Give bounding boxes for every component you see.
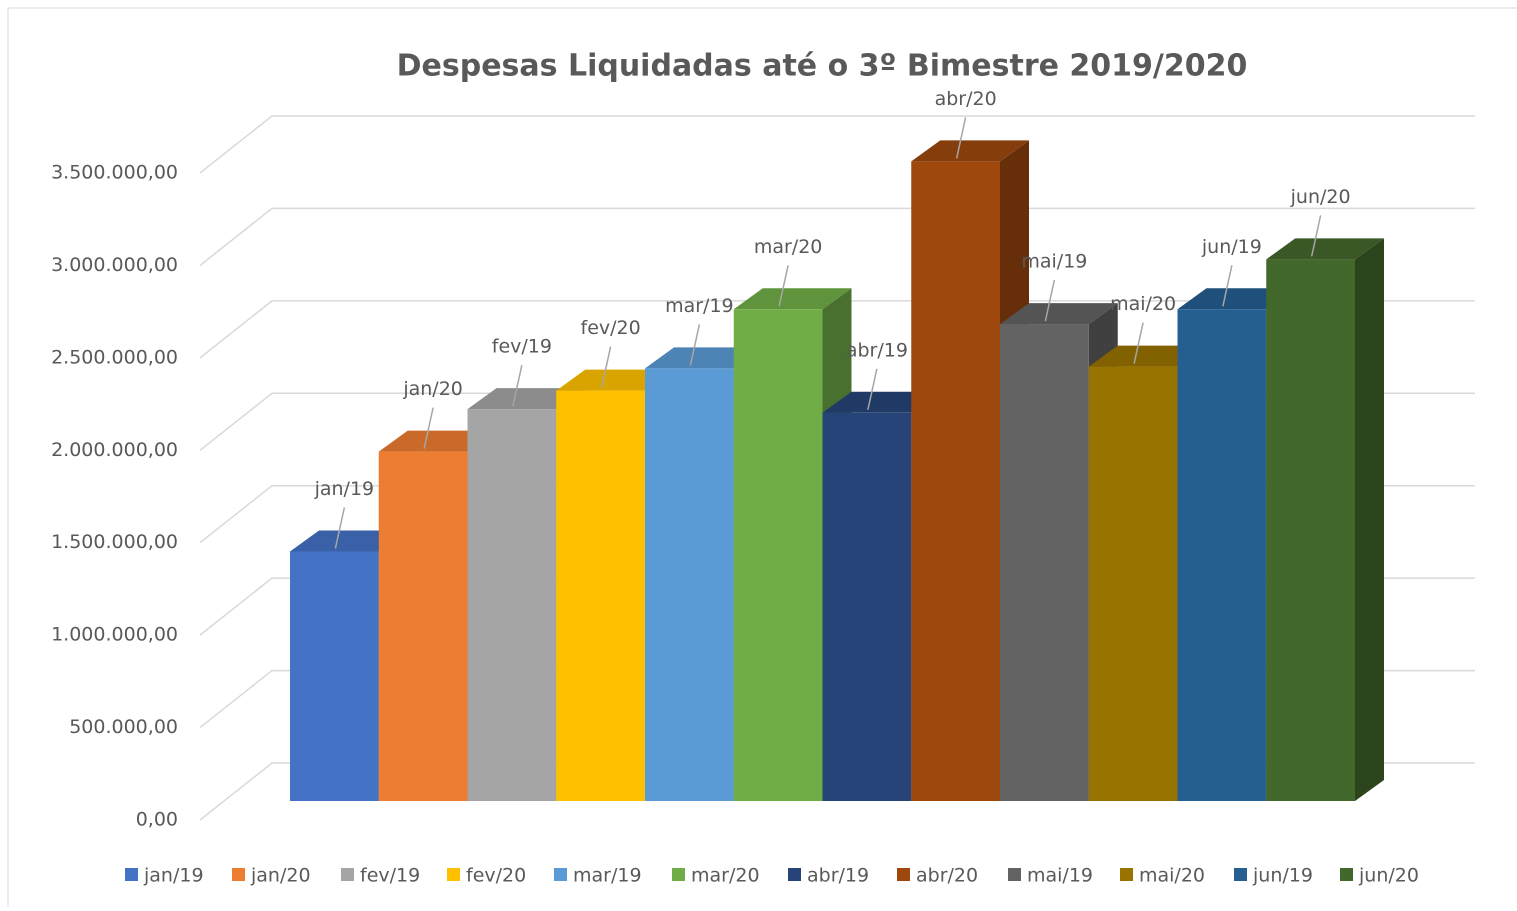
legend-swatch: [341, 868, 354, 881]
leader-line: [512, 364, 523, 407]
bar-top: [1000, 303, 1118, 325]
leader-line: [1133, 322, 1144, 364]
bar: [822, 412, 912, 801]
data-label: jun/19: [1201, 236, 1262, 258]
y-tick-label: 1.000.000,00: [51, 624, 178, 646]
data-label: abr/19: [846, 339, 908, 361]
y-tick-label: 2.500.000,00: [51, 346, 178, 368]
legend-swatch: [125, 868, 138, 881]
bar-top: [378, 430, 497, 452]
bar: [1177, 309, 1267, 801]
bar-top: [911, 140, 1029, 162]
legend-swatch: [1120, 868, 1133, 881]
bar: [911, 161, 1000, 801]
bar-top: [1088, 345, 1207, 367]
bar: [1000, 324, 1089, 801]
data-label: fev/20: [581, 317, 641, 339]
y-tick-label: 1.500.000,00: [51, 531, 178, 553]
leader-line: [1310, 215, 1322, 257]
legend-swatch: [672, 868, 685, 881]
y-tick-label: 3.500.000,00: [51, 162, 178, 184]
legend-label: mar/20: [691, 865, 760, 887]
leader-line: [1222, 265, 1233, 307]
legend-label: jan/20: [250, 865, 311, 887]
leader-line: [1044, 279, 1056, 322]
grid-line: [199, 115, 1475, 174]
y-tick-label: 0,00: [136, 809, 178, 831]
legend-swatch: [232, 868, 245, 881]
leader-line: [334, 507, 346, 549]
legend-swatch: [1340, 868, 1353, 881]
legend-swatch: [447, 868, 460, 881]
legend-swatch: [897, 868, 910, 881]
data-label: fev/19: [492, 336, 552, 358]
bar: [556, 390, 645, 801]
grid-line: [199, 207, 1475, 267]
leader-line: [423, 407, 434, 449]
leader-line: [778, 265, 789, 307]
bar-top: [556, 369, 674, 391]
legend-label: jun/20: [1358, 865, 1419, 887]
legend-label: abr/19: [807, 865, 869, 887]
legend-label: fev/20: [466, 865, 526, 887]
data-label: mai/19: [1021, 251, 1087, 273]
legend-swatch: [1234, 868, 1247, 881]
bar: [1088, 366, 1178, 801]
bar: [733, 309, 823, 801]
bar-side: [1355, 238, 1384, 801]
data-label: mar/20: [754, 236, 823, 258]
legend-swatch: [554, 868, 567, 881]
bar-top: [645, 347, 763, 369]
bar: [467, 409, 557, 801]
legend-label: mar/19: [573, 865, 642, 887]
legend-swatch: [1008, 868, 1021, 881]
data-label: jun/20: [1290, 186, 1351, 208]
y-tick-label: 2.000.000,00: [51, 439, 178, 461]
legend-label: abr/20: [916, 865, 978, 887]
chart-title: Despesas Liquidadas até o 3º Bimestre 20…: [397, 49, 1248, 84]
leader-line: [600, 346, 612, 388]
bar: [645, 368, 734, 801]
legend-label: mai/19: [1027, 865, 1093, 887]
bar-top: [822, 391, 941, 413]
data-label: mar/19: [665, 295, 734, 317]
y-tick-label: 500.000,00: [69, 716, 178, 738]
y-tick-label: 3.000.000,00: [51, 254, 178, 276]
leader-line: [867, 368, 878, 410]
bar-top: [1177, 288, 1296, 310]
leader-line: [689, 324, 701, 366]
data-label: jan/19: [314, 478, 375, 500]
legend-label: mai/20: [1139, 865, 1205, 887]
legend-swatch: [788, 868, 801, 881]
bar-top: [290, 530, 408, 552]
bar-top: [733, 288, 852, 310]
bar-top: [1266, 238, 1384, 260]
bar: [290, 551, 379, 801]
legend-label: jun/19: [1252, 865, 1313, 887]
bar-top: [467, 388, 586, 410]
data-label: abr/20: [935, 88, 997, 110]
leader-line: [955, 117, 967, 159]
legend-label: jan/19: [143, 865, 204, 887]
data-label: mai/20: [1110, 293, 1176, 315]
bar: [378, 451, 468, 801]
bar: [1266, 259, 1355, 802]
data-label: jan/20: [402, 378, 463, 400]
grid-line: [199, 300, 1475, 359]
legend-label: fev/19: [360, 865, 420, 887]
